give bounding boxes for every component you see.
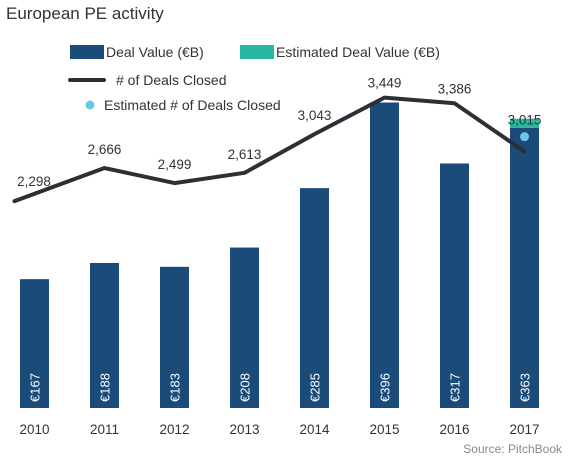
line-series — [12, 95, 529, 204]
deals-label-2011: 2,666 — [88, 142, 122, 157]
bar-2016 — [440, 163, 469, 408]
chart-title: European PE activity — [6, 4, 164, 23]
source-note: Source: PitchBook — [463, 442, 563, 456]
bar-2013 — [230, 247, 259, 408]
x-tick-2013: 2013 — [229, 422, 259, 437]
bar-labels: €167 €188 €183 €208 €285 €396 €317 €363 — [28, 373, 533, 402]
bar-value-label-2017: €363 — [518, 373, 533, 402]
legend-label-estimated-deals-closed: Estimated # of Deals Closed — [104, 97, 281, 113]
bar-value-label-2016: €317 — [448, 373, 463, 402]
x-tick-2017: 2017 — [509, 422, 539, 437]
bar-2014 — [300, 188, 329, 408]
x-tick-2012: 2012 — [159, 422, 189, 437]
estimated-deals-point-2017 — [520, 132, 529, 142]
deals-closed-line — [12, 95, 527, 204]
x-tick-2014: 2014 — [299, 422, 330, 437]
deals-label-2013: 2,613 — [228, 147, 262, 162]
legend-label-deals-closed: # of Deals Closed — [116, 72, 227, 88]
bar-value-label-2015: €396 — [378, 373, 393, 402]
legend-swatch-estimated-deal-value — [240, 45, 274, 59]
point-labels: 2,298 2,666 2,499 2,613 3,043 3,449 3,386 3,015 — [17, 76, 541, 190]
x-tick-2015: 2015 — [369, 422, 399, 437]
x-tick-2010: 2010 — [19, 422, 49, 437]
x-tick-2016: 2016 — [439, 422, 469, 437]
bar-value-label-2012: €183 — [168, 373, 183, 402]
legend-swatch-deal-value — [70, 45, 104, 59]
deals-label-2012: 2,499 — [158, 157, 192, 172]
bar-2015 — [370, 102, 399, 408]
bar-value-label-2010: €167 — [28, 373, 43, 402]
deals-label-2015: 3,449 — [368, 76, 402, 91]
bar-value-label-2013: €208 — [238, 373, 253, 402]
bar-2017 — [510, 127, 539, 408]
x-axis-ticks: 2010 2011 2012 2013 2014 2015 2016 2017 — [19, 422, 539, 437]
deals-label-2016: 3,386 — [438, 81, 472, 96]
bar-estimated-2017 — [510, 118, 539, 128]
bars — [20, 102, 539, 408]
bar-2012 — [160, 266, 189, 408]
deals-label-2010: 2,298 — [17, 174, 51, 189]
legend-label-deal-value: Deal Value (€B) — [106, 44, 204, 60]
deals-label-2017: 3,015 — [508, 113, 542, 128]
deals-label-2014: 3,043 — [298, 108, 332, 123]
bar-2011 — [90, 262, 119, 408]
legend-label-estimated-deal-value: Estimated Deal Value (€B) — [276, 44, 440, 60]
bar-2010 — [20, 279, 49, 408]
bar-value-label-2011: €188 — [98, 373, 113, 402]
legend: Deal Value (€B) Estimated Deal Value (€B… — [68, 44, 440, 113]
x-tick-2011: 2011 — [90, 422, 119, 437]
legend-swatch-estimated-deals-closed — [85, 100, 95, 110]
bar-value-label-2014: €285 — [308, 373, 323, 402]
